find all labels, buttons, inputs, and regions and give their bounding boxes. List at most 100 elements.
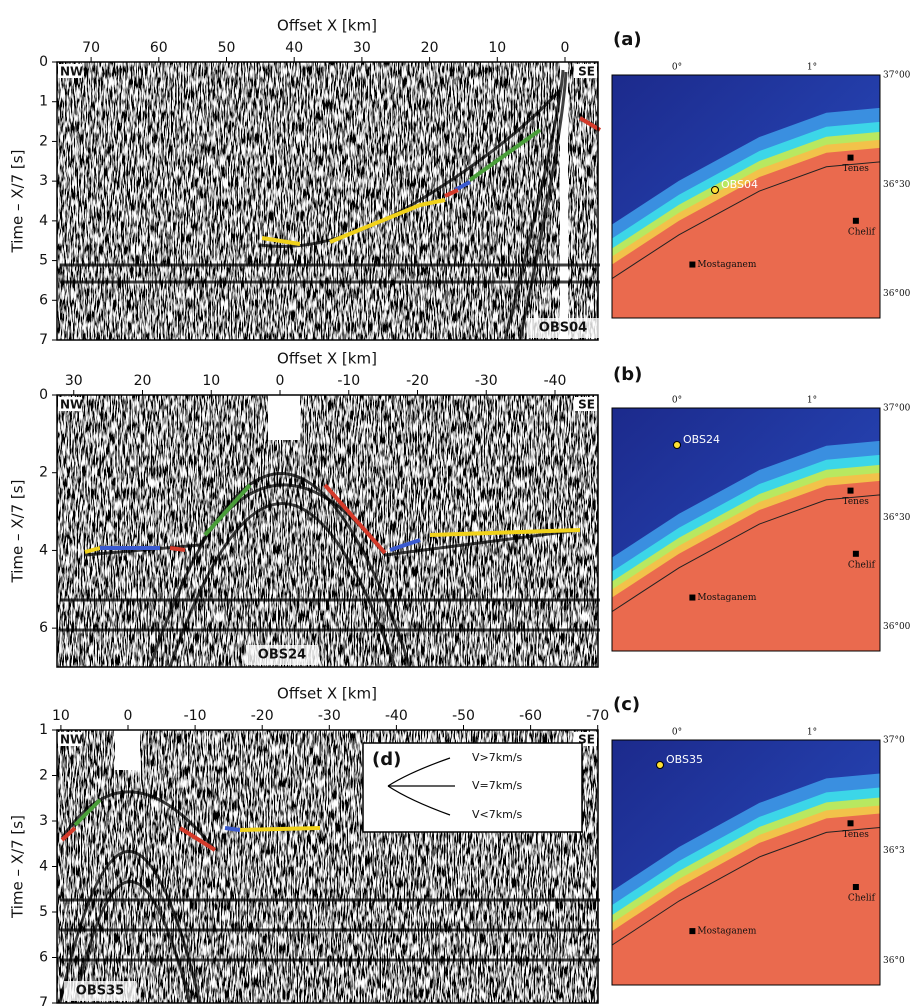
panel-label: (b) — [613, 364, 642, 385]
x-tick-label: -10 — [184, 708, 207, 724]
axes-frame — [56, 61, 599, 341]
place-label: Mostaganem — [697, 260, 756, 270]
x-tick-label: -50 — [452, 708, 475, 724]
map-depth — [612, 147, 880, 318]
reflection — [168, 502, 397, 668]
lat-label: 36°3 — [883, 846, 905, 856]
reflection — [503, 69, 568, 341]
y-tick-label: 4 — [39, 542, 48, 558]
y-tick-label: 2 — [39, 768, 48, 784]
place-label: Tenes — [843, 497, 870, 507]
se-tag: SE — [578, 65, 595, 79]
tag-bg — [574, 64, 597, 78]
y-tick-label: 2 — [39, 133, 48, 149]
nw-tag: NW — [60, 733, 83, 747]
y-tick-label: 7 — [39, 332, 48, 348]
place-label: Tenes — [843, 164, 870, 174]
x-tick-label: -10 — [337, 373, 360, 389]
place-marker — [689, 261, 696, 268]
travel-time-pick — [261, 198, 446, 246]
axes-frame — [56, 394, 599, 668]
station-marker — [711, 186, 719, 194]
y-tick-label: 0 — [39, 54, 48, 70]
place-marker — [852, 217, 859, 224]
x-tick-label: 10 — [202, 373, 220, 389]
x-tick-label: 0 — [124, 708, 133, 724]
reflection — [148, 472, 412, 668]
x-tick-label: 0 — [276, 373, 285, 389]
place-marker — [852, 884, 859, 890]
reflection — [60, 598, 600, 632]
y-tick-label: 4 — [39, 213, 48, 229]
x-tick-label: 40 — [285, 40, 303, 56]
travel-time-pick — [100, 538, 421, 552]
lat-label: 37°0 — [883, 736, 905, 746]
tag-bg — [58, 732, 82, 746]
tag-bg — [58, 64, 82, 78]
place-label: Mostaganem — [697, 927, 756, 937]
panel-label: (a) — [613, 29, 642, 50]
travel-time-pick — [84, 528, 581, 554]
station-label: OBS04 — [539, 321, 587, 336]
place-label: Chelif — [848, 227, 876, 237]
lon-label: 0° — [672, 728, 682, 738]
x-tick-label: 60 — [150, 40, 168, 56]
travel-time-pick — [239, 826, 321, 832]
lat-label: 36°00 — [883, 622, 911, 632]
panel-label: (c) — [613, 694, 640, 715]
station-bg — [527, 318, 599, 338]
x-tick-label: -40 — [385, 708, 408, 724]
station-label: OBS24 — [258, 648, 306, 663]
travel-time-pick — [169, 483, 387, 555]
velocity-label: V<7km/s — [472, 808, 523, 821]
coastline — [612, 494, 880, 651]
x-axis-label: Offset X [km] — [277, 350, 377, 368]
y-tick-label: 1 — [39, 722, 48, 738]
map-depth — [612, 813, 880, 985]
nw-tag: NW — [60, 398, 83, 412]
map-station-label: OBS04 — [721, 178, 758, 191]
y-tick-label: 6 — [39, 950, 48, 966]
map — [612, 408, 880, 651]
x-tick-label: -30 — [475, 373, 498, 389]
reflection — [60, 898, 600, 962]
reflection — [60, 263, 600, 284]
place-marker — [847, 154, 854, 161]
y-tick-label: 5 — [39, 904, 48, 920]
x-tick-label: 0 — [561, 40, 570, 56]
seismic-section — [57, 62, 598, 340]
y-tick-label: 0 — [39, 387, 48, 403]
travel-time-pick — [444, 116, 602, 198]
travel-time-pick — [454, 180, 471, 192]
map — [612, 75, 880, 318]
travel-time-pick — [203, 483, 252, 537]
place-marker — [689, 928, 696, 935]
x-tick-label: 70 — [82, 40, 100, 56]
place-label: Mostaganem — [697, 593, 756, 603]
velocity-label: V>7km/s — [472, 751, 523, 764]
lat-label: 37°00 — [883, 404, 911, 414]
y-tick-label: 6 — [39, 292, 48, 308]
lat-label: 36°30 — [883, 180, 911, 190]
x-tick-label: 30 — [353, 40, 371, 56]
x-axis-label: Offset X [km] — [277, 17, 377, 35]
inset-label: (d) — [372, 749, 401, 770]
place-label: Chelif — [848, 560, 876, 570]
lon-label: 1° — [807, 63, 817, 73]
y-tick-label: 1 — [39, 94, 48, 110]
y-tick-label: 3 — [39, 173, 48, 189]
travel-time-pick — [224, 826, 241, 832]
x-tick-label: 20 — [421, 40, 439, 56]
station-marker — [656, 761, 664, 769]
x-tick-label: 20 — [134, 373, 152, 389]
x-tick-label: 50 — [218, 40, 236, 56]
reflection — [60, 790, 217, 851]
x-axis-label: Offset X [km] — [277, 685, 377, 703]
y-tick-label: 3 — [39, 813, 48, 829]
x-tick-label: -60 — [519, 708, 542, 724]
velocity-label: V=7km/s — [472, 779, 523, 792]
y-tick-label: 2 — [39, 465, 48, 481]
tag-bg — [58, 397, 82, 411]
se-tag: SE — [578, 398, 595, 412]
